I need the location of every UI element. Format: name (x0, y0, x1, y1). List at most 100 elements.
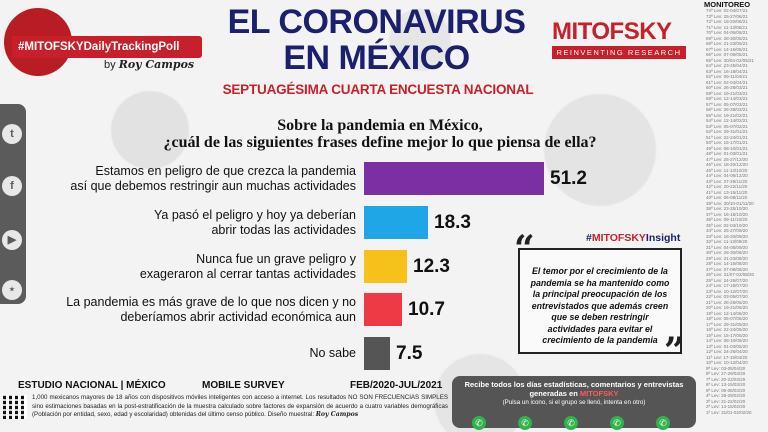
hashtag-badge[interactable]: #MITOFSKYDailyTrackingPoll (0, 8, 205, 76)
bar-category-label: No sabe (0, 346, 356, 361)
page-title-line1: EL CORONAVIRUS (227, 3, 526, 41)
monitoreo-entry: 64ª Lev: 23-25/04/21 (706, 63, 748, 68)
promo-line1: Recibe todos los días estadísticas, come… (464, 380, 684, 389)
monitoreo-entry: 17ª Lev: 29-31/05/20 (706, 321, 748, 327)
byline-signature: Roy Campos (118, 58, 195, 71)
monitoreo-entry: 11ª Lev: 17-19/04/20 (706, 354, 748, 360)
monitoreo-title: MONITOREO (704, 0, 751, 9)
insight-tag-hash: # (586, 232, 592, 244)
bar-category-label-line: así que debemos restringir aun muchas ac… (70, 179, 356, 193)
monitoreo-entry: 3ª Lev: 21-22/02/20 (706, 398, 746, 404)
monitoreo-entry: 65ª Lev: 30/04-02/05/21 (706, 57, 754, 63)
monitoreo-entry: 30ª Lev: 28-30/08/20 (706, 250, 748, 255)
whatsapp-icon[interactable]: ✆ (564, 416, 578, 430)
monitoreo-entry: 45ª Lev: 11-13/12/20 (706, 167, 748, 173)
bar (364, 293, 402, 326)
monitoreo-entry: 12ª Lev: 24-26/04/20 (706, 349, 748, 354)
monitoreo-entry: 62ª Lev: 09-11/04/21 (706, 74, 748, 79)
bar-category-label-line: abrir todas las actividades (211, 223, 356, 237)
mitofsky-logo[interactable]: MITOFSKY REINVENTING RESEARCH (552, 18, 686, 66)
monitoreo-entry: 47ª Lev: 25-27/12/20 (706, 156, 748, 162)
monitoreo-entry: 18ª Lev: 05-07/06/20 (706, 316, 748, 321)
monitoreo-entry: 29ª Lev: 21-23/08/20 (706, 255, 748, 261)
whatsapp-icon[interactable]: ✆ (518, 416, 532, 430)
monitoreo-entry: 67ª Lev: 14-16/05/21 (706, 46, 748, 52)
question-line2: ¿cuál de las siguientes frases define me… (163, 134, 597, 151)
bar-category-label-line: exageraron al cerrar tantas actividades (139, 267, 356, 281)
bar-category-label-line: Nunca fue un grave peligro y (196, 252, 356, 266)
whatsapp-icon[interactable]: ✆ (610, 416, 624, 430)
monitoreo-entry: 36ª Lev: 09-11/10/20 (706, 217, 748, 222)
monitoreo-entry: 52ª Lev: 29-31/01/21 (706, 129, 748, 134)
monitoreo-entry: 57ª Lev: 05-07/03/21 (706, 101, 748, 107)
monitoreo-entry: 27ª Lev: 07-09/08/20 (706, 266, 748, 272)
monitoreo-entry: 71ª Lev: 11-13/06/21 (706, 24, 748, 30)
monitoreo-entry: 60ª Lev: 26-28/03/21 (706, 85, 748, 90)
twitter-icon[interactable]: t (2, 124, 22, 144)
bar-category-label: La pandemia es más grave de lo que nos d… (0, 295, 356, 325)
monitoreo-entry: 21ª Lev: 26-28/06/20 (706, 299, 748, 305)
monitoreo-entry: 72ª Lev: 18-20/06/21 (706, 19, 748, 24)
methodology-note: 1,000 mexicanos mayores de 18 años con d… (32, 394, 448, 420)
whatsapp-icon[interactable]: ✆ (472, 416, 486, 430)
bar-value-label: 51.2 (550, 168, 587, 189)
monitoreo-entry: 38ª Lev: 23-25/10/20 (706, 206, 748, 211)
logo-tagline: REINVENTING RESEARCH (552, 46, 686, 59)
whatsapp-promo: Recibe todos los días estadísticas, come… (452, 376, 696, 430)
bar-category-label-line: No sabe (309, 346, 356, 360)
monitoreo-entry: 58ª Lev: 12-14/03/21 (706, 96, 748, 101)
promo-line2-text: generadas en (529, 389, 580, 398)
promo-line3: (Pulsa un icono, si el grupo se llenó, i… (502, 399, 646, 406)
social-sidebar: t f ▶ ★ (0, 104, 26, 304)
monitoreo-entry: 39ª Lev: 30/10-01/11/20 (706, 200, 754, 206)
insight-tag: #MITOFSKYInsight (586, 232, 680, 244)
insight-text: El temor por el crecimiento de la pandem… (530, 266, 670, 345)
monitoreo-entry: 32ª Lev: 11-13/09/20 (706, 239, 748, 244)
bar-value-label: 18.3 (434, 212, 471, 233)
bar (364, 162, 544, 195)
monitoreo-entry: 9ª Lev: 03-05/04/20 (706, 365, 746, 371)
byline: by Roy Campos (104, 58, 194, 71)
monitoreo-entry: 61ª Lev: 02-04/04/21 (706, 79, 748, 85)
bar (364, 206, 428, 239)
bar-category-label-line: Ya pasó el peligro y hoy ya deberían (154, 208, 356, 222)
monitoreo-entry: 44ª Lev: 04-06/12/20 (706, 173, 748, 178)
youtube-icon[interactable]: ▶ (2, 230, 22, 250)
qr-code-overlay (3, 395, 27, 419)
monitoreo-entry: 2ª Lev: 14-15/02/20 (706, 404, 746, 409)
bar-category-label: Nunca fue un grave peligro y exageraron a… (0, 252, 356, 282)
mitofsky-seal-icon[interactable]: ★ (2, 280, 22, 300)
footer-study: ESTUDIO NACIONAL | MÉXICO (18, 380, 166, 391)
footer-dates: FEB/2020-JUL/2021 (350, 380, 443, 391)
monitoreo-entry: 54ª Lev: 12-14/02/21 (706, 118, 748, 123)
insight-box: El temor por el crecimiento de la pandem… (518, 248, 682, 354)
monitoreo-entry: 31ª Lev: 04-06/09/20 (706, 244, 748, 250)
monitoreo-entry: 41ª Lev: 13-15/11/20 (706, 189, 748, 195)
monitoreo-entry: 13ª Lev: 01-03/05/20 (706, 343, 748, 349)
bar (364, 337, 390, 370)
monitoreo-entry: 4ª Lev: 28-29/02/20 (706, 393, 746, 398)
monitoreo-entry: 68ª Lev: 21-23/05/21 (706, 41, 748, 46)
monitoreo-entry: 42ª Lev: 20-22/11/20 (706, 184, 748, 189)
footer-mode: MOBILE SURVEY (202, 380, 285, 391)
monitoreo-entry: 33ª Lev: 18-20/09/20 (706, 233, 748, 239)
monitoreo-entry: 5ª Lev: 06-08/03/20 (706, 387, 746, 393)
methodology-text: 1,000 mexicanos mayores de 18 años con d… (32, 394, 448, 418)
facebook-icon[interactable]: f (2, 176, 22, 196)
monitoreo-entry: 73ª Lev: 25-27/06/21 (706, 13, 748, 19)
monitoreo-entry: 63ª Lev: 16-18/04/21 (706, 68, 748, 74)
monitoreo-entry: 23ª Lev: 10-12/07/20 (706, 288, 748, 294)
bar-value-label: 7.5 (396, 343, 423, 364)
monitoreo-entry: 74ª Lev: 02-04/07/21 (706, 8, 748, 13)
promo-line2: generadas en MITOFSKY (452, 389, 696, 398)
monitoreo-entry: 16ª Lev: 22-24/05/20 (706, 327, 748, 332)
monitoreo-entry: 40ª Lev: 06-08/11/20 (706, 195, 748, 200)
monitoreo-entry: 6ª Lev: 13-15/03/20 (706, 382, 746, 387)
insight-tag-brand: MITOFSKY (591, 232, 646, 244)
monitoreo-entry: 51ª Lev: 22-24/01/21 (706, 134, 748, 140)
close-quote-icon: ” (664, 330, 685, 372)
monitoreo-entry: 19ª Lev: 12-14/06/20 (706, 310, 748, 316)
monitoreo-entry: 28ª Lev: 14-16/08/20 (706, 261, 748, 266)
monitoreo-entry: 14ª Lev: 08-10/05/20 (706, 338, 748, 343)
whatsapp-icon[interactable]: ✆ (656, 416, 670, 430)
